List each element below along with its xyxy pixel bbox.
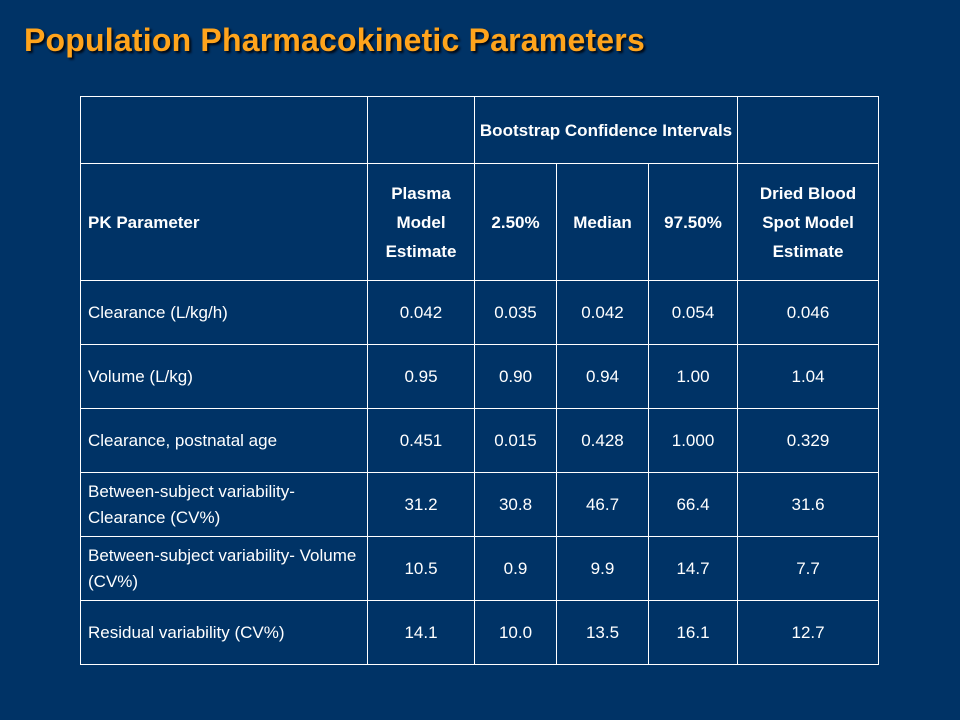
cell-median: 13.5 [556, 600, 649, 665]
bootstrap-ci-header: Bootstrap Confidence Intervals [473, 96, 739, 164]
cell-plasma-estimate: 10.5 [367, 536, 475, 601]
cell-97-5-percent: 0.054 [647, 280, 739, 345]
cell-median: 0.042 [556, 280, 649, 345]
cell-dbs-estimate: 0.329 [737, 408, 880, 473]
table-row: Clearance (L/kg/h) 0.042 0.035 0.042 0.0… [80, 280, 880, 345]
cell-2-5-percent: 30.8 [474, 472, 557, 537]
cell-dbs-estimate: 7.7 [737, 536, 880, 601]
cell-median: 46.7 [556, 472, 649, 537]
cell-plasma-estimate: 0.042 [367, 280, 475, 345]
cell-97-5-percent: 66.4 [647, 472, 739, 537]
cell-97-5-percent: 16.1 [647, 600, 739, 665]
header-row-group: Bootstrap Confidence Intervals [80, 96, 880, 164]
cell-2-5-percent: 0.035 [474, 280, 557, 345]
pk-parameters-table: Bootstrap Confidence Intervals PK Parame… [80, 96, 880, 665]
cell-97-5-percent: 1.000 [647, 408, 739, 473]
table-row: Between-subject variability- Clearance (… [80, 472, 880, 537]
row-label: Volume (L/kg) [80, 344, 368, 409]
slide-title: Population Pharmacokinetic Parameters [24, 22, 645, 58]
cell-plasma-estimate: 0.95 [367, 344, 475, 409]
row-label: Between-subject variability- Volume (CV%… [80, 536, 368, 601]
cell-median: 0.94 [556, 344, 649, 409]
header-row-columns: PK Parameter Plasma Model Estimate 2.50%… [80, 163, 880, 281]
cell-2-5-percent: 0.90 [474, 344, 557, 409]
cell-97-5-percent: 1.00 [647, 344, 739, 409]
table-row: Between-subject variability- Volume (CV%… [80, 536, 880, 601]
cell-median: 9.9 [556, 536, 649, 601]
row-label: Clearance (L/kg/h) [80, 280, 368, 345]
cell-dbs-estimate: 31.6 [737, 472, 880, 537]
cell-dbs-estimate: 12.7 [737, 600, 880, 665]
row-label: Clearance, postnatal age [80, 408, 368, 473]
table-row: Clearance, postnatal age 0.451 0.015 0.4… [80, 408, 880, 473]
column-header-plasma-estimate: Plasma Model Estimate [367, 163, 475, 281]
column-header-dbs-estimate: Dried Blood Spot Model Estimate [737, 163, 880, 281]
header-blank-cell [737, 96, 880, 164]
column-header-97-5-percent: 97.50% [647, 163, 739, 281]
cell-97-5-percent: 14.7 [647, 536, 739, 601]
cell-2-5-percent: 10.0 [474, 600, 557, 665]
column-header-median: Median [556, 163, 649, 281]
column-header-pk-parameter: PK Parameter [80, 163, 368, 281]
cell-median: 0.428 [556, 408, 649, 473]
cell-2-5-percent: 0.9 [474, 536, 557, 601]
table-row: Residual variability (CV%) 14.1 10.0 13.… [80, 600, 880, 665]
cell-dbs-estimate: 1.04 [737, 344, 880, 409]
header-blank-cell [80, 96, 368, 164]
cell-2-5-percent: 0.015 [474, 408, 557, 473]
header-blank-cell [367, 96, 475, 164]
cell-plasma-estimate: 31.2 [367, 472, 475, 537]
row-label: Between-subject variability- Clearance (… [80, 472, 368, 537]
cell-dbs-estimate: 0.046 [737, 280, 880, 345]
column-header-2-5-percent: 2.50% [474, 163, 557, 281]
cell-plasma-estimate: 0.451 [367, 408, 475, 473]
table-row: Volume (L/kg) 0.95 0.90 0.94 1.00 1.04 [80, 344, 880, 409]
cell-plasma-estimate: 14.1 [367, 600, 475, 665]
row-label: Residual variability (CV%) [80, 600, 368, 665]
